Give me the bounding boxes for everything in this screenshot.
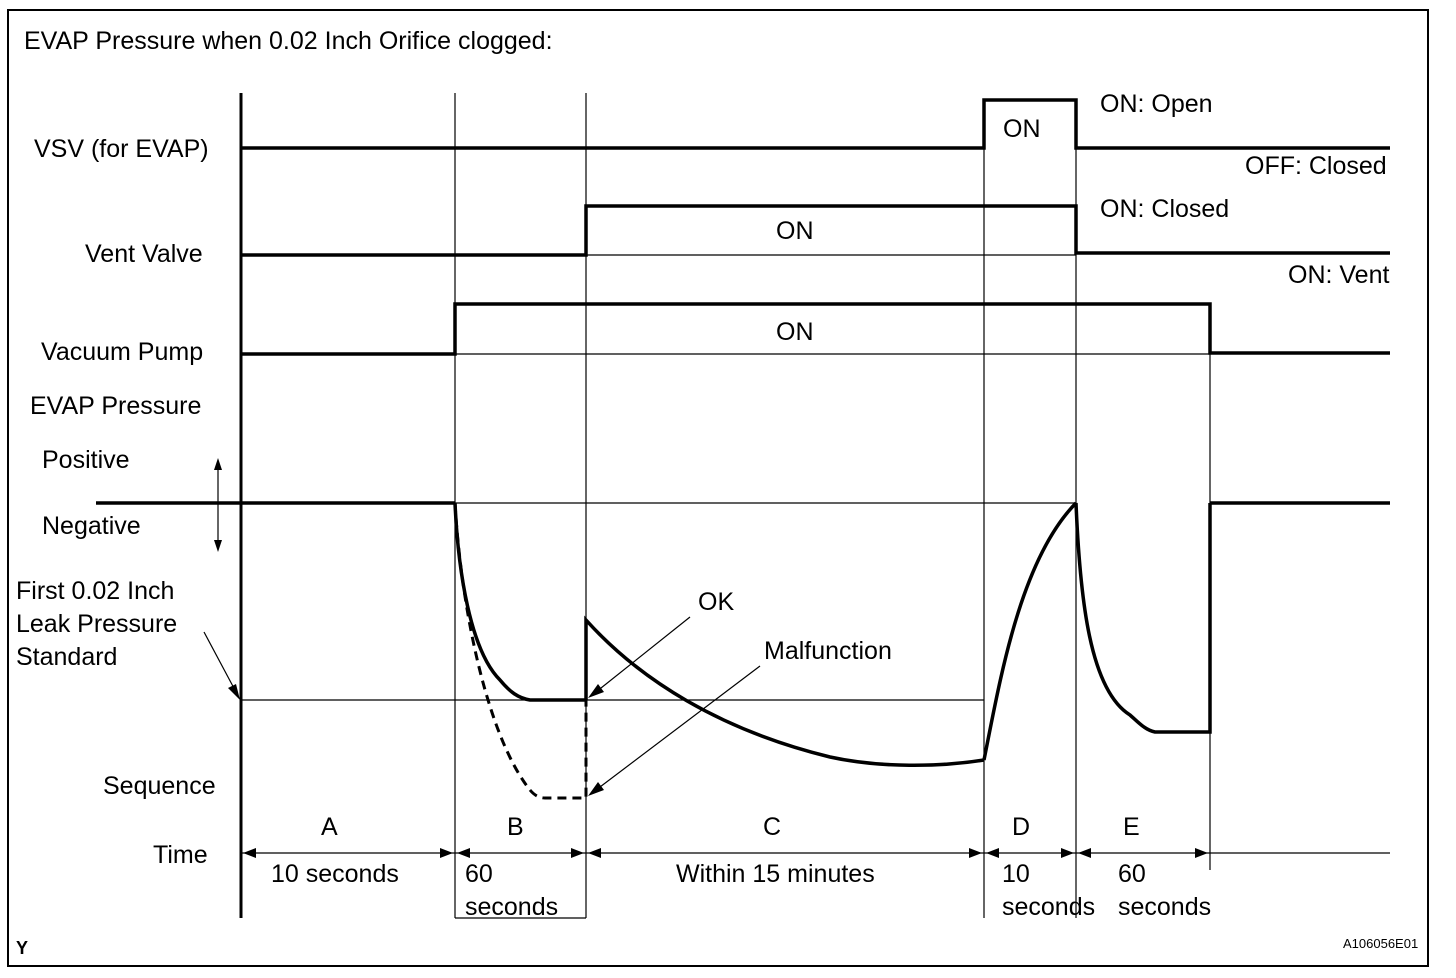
vsv-signal: [241, 98, 1390, 150]
pressure-curve-e: [1074, 502, 1212, 734]
positive-negative-arrow: [214, 458, 222, 552]
pressure-curve-malfunction-b: [453, 502, 588, 800]
pressure-curve-d: [982, 501, 1078, 761]
row-label-vent-valve: Vent Valve: [85, 240, 203, 268]
time-label-d-2: seconds: [1002, 893, 1095, 921]
row-label-vacuum-pump: Vacuum Pump: [41, 338, 203, 366]
footer-left-label: Y: [16, 938, 28, 958]
time-label-b-1: 60: [465, 860, 493, 888]
time-label-e-1: 60: [1118, 860, 1146, 888]
time-label-e-2: seconds: [1118, 893, 1211, 921]
vent-on-label: ON: [776, 217, 814, 245]
vent-off-desc: ON: Vent: [1288, 261, 1389, 289]
sequence-step-b: B: [507, 813, 524, 841]
annotation-ok: OK: [698, 588, 734, 616]
row-label-evap-pressure: EVAP Pressure: [30, 392, 201, 420]
time-label-b-2: seconds: [465, 893, 558, 921]
diagram-frame: [7, 9, 1429, 967]
leak-standard-label-3: Standard: [16, 643, 117, 671]
annotation-malfunction: Malfunction: [764, 637, 892, 665]
vsv-off-desc: OFF: Closed: [1245, 152, 1387, 180]
row-label-sequence: Sequence: [103, 772, 216, 800]
ok-arrow: [588, 616, 691, 698]
sequence-step-d: D: [1012, 813, 1030, 841]
time-arrows: [243, 848, 1208, 858]
row-label-time: Time: [153, 841, 208, 869]
phase-boundaries: [454, 93, 1211, 919]
leak-standard-label-1: First 0.02 Inch: [16, 577, 174, 605]
malfunction-arrow: [588, 665, 761, 796]
sequence-step-c: C: [763, 813, 781, 841]
time-label-d-1: 10: [1002, 860, 1030, 888]
diagram-title: EVAP Pressure when 0.02 Inch Orifice clo…: [24, 27, 553, 55]
row-label-vsv: VSV (for EVAP): [34, 135, 209, 163]
leak-standard-label-2: Leak Pressure: [16, 610, 177, 638]
vsv-on-label: ON: [1003, 115, 1041, 143]
time-label-a: 10 seconds: [271, 860, 399, 888]
sequence-step-a: A: [321, 813, 338, 841]
sequence-step-e: E: [1123, 813, 1140, 841]
leak-standard-arrow: [203, 631, 240, 700]
pump-on-label: ON: [776, 318, 814, 346]
label-negative: Negative: [42, 512, 141, 540]
footer-figure-id: A106056E01: [1343, 936, 1418, 951]
pressure-curve-c: [584, 615, 985, 768]
label-positive: Positive: [42, 446, 130, 474]
vent-valve-signal: [241, 204, 1390, 257]
vacuum-pump-signal: [241, 302, 1390, 356]
vent-on-desc: ON: Closed: [1100, 195, 1229, 223]
time-label-c: Within 15 minutes: [676, 860, 875, 888]
vsv-on-desc: ON: Open: [1100, 90, 1213, 118]
pressure-curve-ok-b: [453, 502, 586, 702]
